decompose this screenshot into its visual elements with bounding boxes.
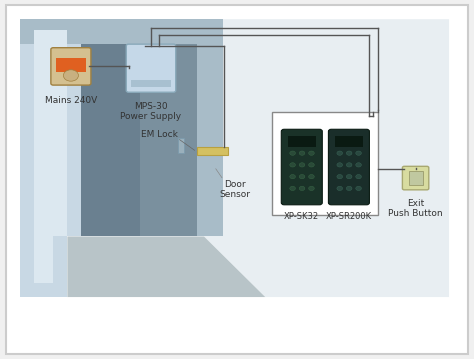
Circle shape [346, 174, 352, 179]
Circle shape [299, 163, 305, 167]
Polygon shape [67, 19, 449, 297]
Text: XP-SK32: XP-SK32 [284, 211, 319, 220]
Circle shape [346, 151, 352, 155]
FancyBboxPatch shape [126, 44, 176, 92]
FancyBboxPatch shape [51, 48, 91, 85]
Circle shape [337, 151, 343, 155]
Bar [56, 59, 86, 72]
Text: XP-SR200K: XP-SR200K [326, 211, 372, 220]
Text: Power Supply: Power Supply [120, 112, 182, 121]
Polygon shape [67, 237, 265, 297]
Circle shape [309, 174, 314, 179]
Circle shape [309, 163, 314, 167]
Circle shape [299, 174, 305, 179]
Bar [335, 136, 363, 148]
Bar [178, 138, 184, 153]
Circle shape [290, 163, 295, 167]
Text: Exit: Exit [407, 199, 424, 208]
Circle shape [309, 186, 314, 191]
Bar [20, 19, 223, 44]
Circle shape [290, 174, 295, 179]
Polygon shape [20, 19, 82, 297]
Bar [288, 136, 316, 148]
Polygon shape [35, 30, 67, 283]
Polygon shape [82, 44, 140, 237]
FancyBboxPatch shape [402, 166, 429, 190]
FancyBboxPatch shape [281, 129, 322, 205]
Circle shape [64, 70, 78, 81]
Circle shape [290, 151, 295, 155]
Circle shape [290, 186, 295, 191]
Circle shape [356, 151, 361, 155]
Circle shape [346, 163, 352, 167]
Circle shape [356, 186, 361, 191]
Circle shape [346, 186, 352, 191]
Circle shape [337, 186, 343, 191]
Text: Push Button: Push Button [388, 209, 443, 218]
Text: MPS-30: MPS-30 [134, 102, 168, 111]
Circle shape [309, 151, 314, 155]
Circle shape [337, 163, 343, 167]
Bar [197, 44, 223, 237]
Text: EM Lock: EM Lock [141, 130, 178, 139]
Circle shape [299, 186, 305, 191]
Polygon shape [82, 44, 197, 237]
FancyBboxPatch shape [328, 129, 369, 205]
Bar [131, 80, 171, 87]
Bar [273, 112, 378, 215]
Circle shape [337, 174, 343, 179]
Text: Mains 240V: Mains 240V [45, 96, 97, 105]
Circle shape [299, 151, 305, 155]
Bar [197, 148, 228, 155]
Circle shape [356, 163, 361, 167]
Bar [409, 171, 423, 185]
Text: Door
Sensor: Door Sensor [219, 180, 250, 199]
Circle shape [356, 174, 361, 179]
